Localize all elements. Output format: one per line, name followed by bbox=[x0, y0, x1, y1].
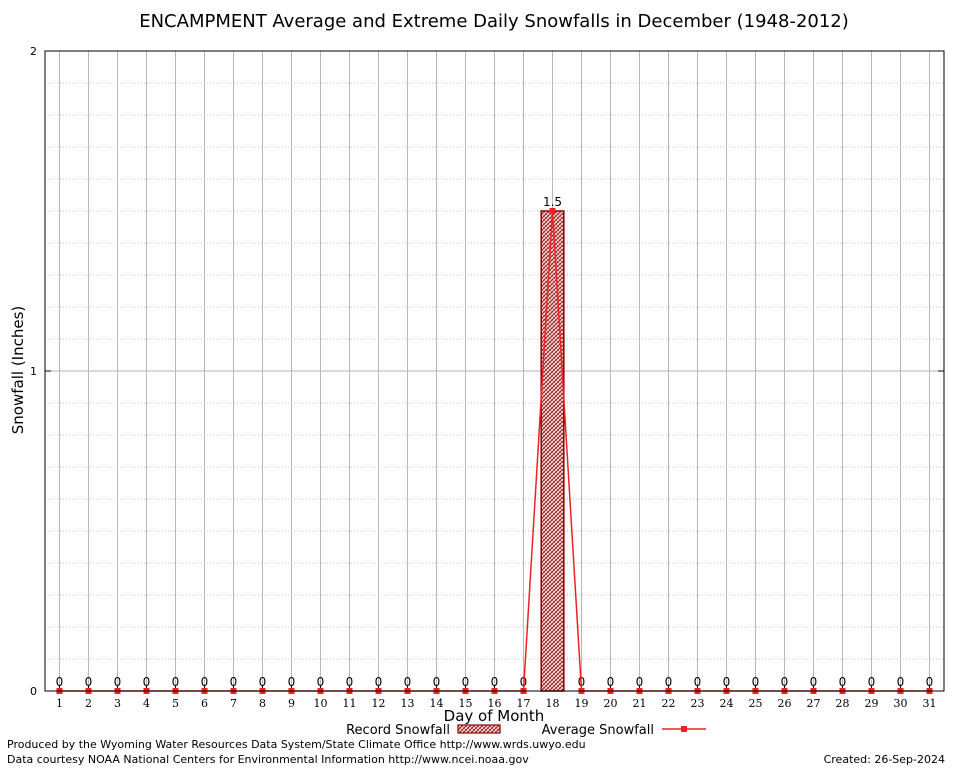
legend-marker-average bbox=[681, 726, 687, 732]
y-tick-label: 0 bbox=[30, 685, 37, 698]
data-label: 0 bbox=[607, 675, 615, 689]
x-tick-label: 15 bbox=[459, 697, 473, 710]
data-label: 0 bbox=[85, 675, 93, 689]
legend-swatch-record bbox=[457, 724, 501, 734]
data-label: 0 bbox=[723, 675, 731, 689]
data-label: 0 bbox=[230, 675, 238, 689]
data-label: 0 bbox=[317, 675, 325, 689]
data-label: 0 bbox=[781, 675, 789, 689]
data-label: 1.5 bbox=[543, 195, 562, 209]
average-point bbox=[549, 208, 556, 214]
x-tick-label: 7 bbox=[230, 697, 237, 710]
x-tick-label: 22 bbox=[662, 697, 676, 710]
data-label: 0 bbox=[491, 675, 499, 689]
x-tick-label: 5 bbox=[172, 697, 179, 710]
record-bar bbox=[540, 210, 565, 692]
x-tick-label: 28 bbox=[836, 697, 850, 710]
x-tick-label: 23 bbox=[691, 697, 705, 710]
x-tick-label: 2 bbox=[85, 697, 92, 710]
x-tick-label: 9 bbox=[288, 697, 295, 710]
data-label: 0 bbox=[288, 675, 296, 689]
x-tick-label: 31 bbox=[923, 697, 937, 710]
plot-frame bbox=[44, 50, 945, 692]
legend-label-average: Average Snowfall bbox=[542, 723, 654, 738]
footer-produced-by: Produced by the Wyoming Water Resources … bbox=[7, 738, 586, 751]
data-label: 0 bbox=[404, 675, 412, 689]
x-tick-label: 3 bbox=[114, 697, 121, 710]
x-tick-label: 6 bbox=[201, 697, 208, 710]
x-tick-label: 17 bbox=[517, 697, 531, 710]
data-label: 0 bbox=[346, 675, 354, 689]
x-tick-label: 30 bbox=[894, 697, 908, 710]
chart-title: ENCAMPMENT Average and Extreme Daily Sno… bbox=[139, 11, 849, 32]
x-tick-label: 26 bbox=[778, 697, 792, 710]
x-tick-label: 13 bbox=[401, 697, 415, 710]
legend: Record Snowfall Average Snowfall bbox=[346, 723, 706, 738]
x-tick-label: 12 bbox=[372, 697, 386, 710]
x-tick-label: 24 bbox=[720, 697, 734, 710]
data-label: 0 bbox=[752, 675, 760, 689]
x-tick-label: 20 bbox=[604, 697, 618, 710]
data-label: 0 bbox=[375, 675, 383, 689]
footer-created: Created: 26-Sep-2024 bbox=[823, 753, 945, 766]
x-axis-label: Day of Month bbox=[444, 707, 545, 725]
data-label: 0 bbox=[462, 675, 470, 689]
data-label: 0 bbox=[433, 675, 441, 689]
x-tick-label: 10 bbox=[314, 697, 328, 710]
x-tick-label: 29 bbox=[865, 697, 879, 710]
x-tick-label: 11 bbox=[343, 697, 357, 710]
data-label: 0 bbox=[114, 675, 122, 689]
y-tick-label: 2 bbox=[30, 45, 37, 58]
data-label: 0 bbox=[810, 675, 818, 689]
y-axis-label: Snowfall (Inches) bbox=[9, 306, 27, 434]
data-label: 0 bbox=[201, 675, 209, 689]
y-tick-label: 1 bbox=[30, 365, 37, 378]
data-label: 0 bbox=[868, 675, 876, 689]
x-tick-label: 25 bbox=[749, 697, 763, 710]
x-tick-label: 1 bbox=[56, 697, 63, 710]
data-label: 0 bbox=[636, 675, 644, 689]
legend-label-record: Record Snowfall bbox=[346, 723, 450, 738]
data-label: 0 bbox=[897, 675, 905, 689]
x-tick-label: 16 bbox=[488, 697, 502, 710]
x-tick-label: 8 bbox=[259, 697, 266, 710]
data-label: 0 bbox=[172, 675, 180, 689]
x-tick-label: 19 bbox=[575, 697, 589, 710]
data-label: 0 bbox=[56, 675, 64, 689]
x-tick-label: 21 bbox=[633, 697, 647, 710]
x-tick-label: 14 bbox=[430, 697, 444, 710]
x-tick-label: 27 bbox=[807, 697, 821, 710]
footer-data-courtesy: Data courtesy NOAA National Centers for … bbox=[7, 753, 529, 766]
data-label: 0 bbox=[926, 675, 934, 689]
data-label: 0 bbox=[665, 675, 673, 689]
x-tick-label: 4 bbox=[143, 697, 150, 710]
data-label: 0 bbox=[839, 675, 847, 689]
x-tick-label: 18 bbox=[546, 697, 560, 710]
data-label: 0 bbox=[143, 675, 151, 689]
data-label: 0 bbox=[259, 675, 267, 689]
data-label: 0 bbox=[694, 675, 702, 689]
